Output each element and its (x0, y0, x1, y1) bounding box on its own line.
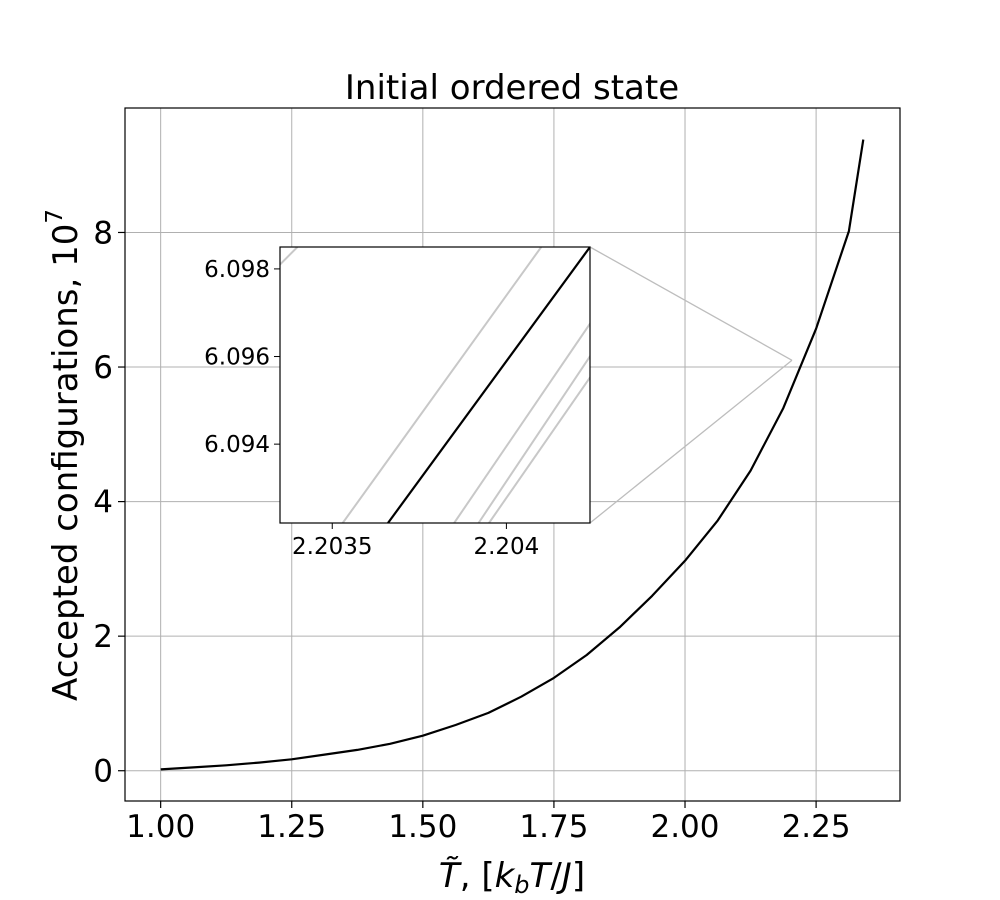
x-label-symbol: T̃ (439, 856, 462, 896)
x-label-slash: / (550, 856, 562, 896)
x-axis-label: T̃, [kbT/J] (439, 856, 585, 899)
inset-background (280, 247, 590, 523)
y-tick-label: 4 (93, 485, 113, 521)
inset-frame (279, 246, 591, 524)
main-axes-frame (124, 107, 901, 802)
series-line (160, 139, 865, 771)
x-label-close: ] (572, 856, 585, 896)
y-label-main: Accepted configurations, 10 (46, 224, 86, 701)
x-tick-label: 1.25 (257, 809, 326, 845)
inset-grid-line (488, 375, 590, 523)
x-tick-label: 2.25 (782, 809, 851, 845)
plot-area (160, 139, 865, 771)
x-tick-label: 1.00 (126, 809, 195, 845)
chart-title: Initial ordered state (345, 68, 679, 108)
y-label-exponent: 7 (42, 209, 68, 224)
axis-ticks: 1.00 1.25 1.50 1.75 2.00 2.25 0 2 4 6 8 (93, 107, 901, 845)
inset-x-tick-label: 2.204 (473, 534, 539, 560)
inset-grid-line (280, 247, 299, 266)
inset: 2.2035 2.204 6.094 6.096 6.098 (204, 246, 591, 560)
y-axis-label: Accepted configurations, 107 (42, 209, 86, 701)
x-label-sep: , [ (460, 856, 495, 896)
inset-plot-area (280, 247, 590, 523)
x-tick-label: 2.00 (650, 809, 719, 845)
x-label-kb: k (495, 856, 516, 896)
x-tick-label: 1.50 (388, 809, 457, 845)
y-tick-label: 6 (93, 350, 113, 386)
y-tick-label: 2 (93, 619, 113, 655)
inset-grid-line (341, 247, 543, 523)
inset-x-tick-label: 2.2035 (292, 534, 372, 560)
y-tick-label: 8 (93, 215, 113, 251)
inset-grid-line (453, 321, 590, 523)
inset-y-tick-label: 6.098 (204, 257, 270, 283)
inset-grid-line (477, 354, 590, 523)
zoom-connector-line (589, 359, 793, 524)
inset-series-line (387, 247, 590, 523)
x-tick-label: 1.75 (519, 809, 588, 845)
inset-y-tick-label: 6.096 (204, 345, 270, 371)
y-tick-label: 0 (93, 754, 113, 790)
zoom-connector-line (589, 246, 793, 361)
x-label-sub: b (514, 871, 529, 899)
zoom-connectors (589, 246, 793, 524)
x-label-t: T (530, 856, 553, 896)
inset-y-tick-label: 6.094 (204, 432, 270, 458)
